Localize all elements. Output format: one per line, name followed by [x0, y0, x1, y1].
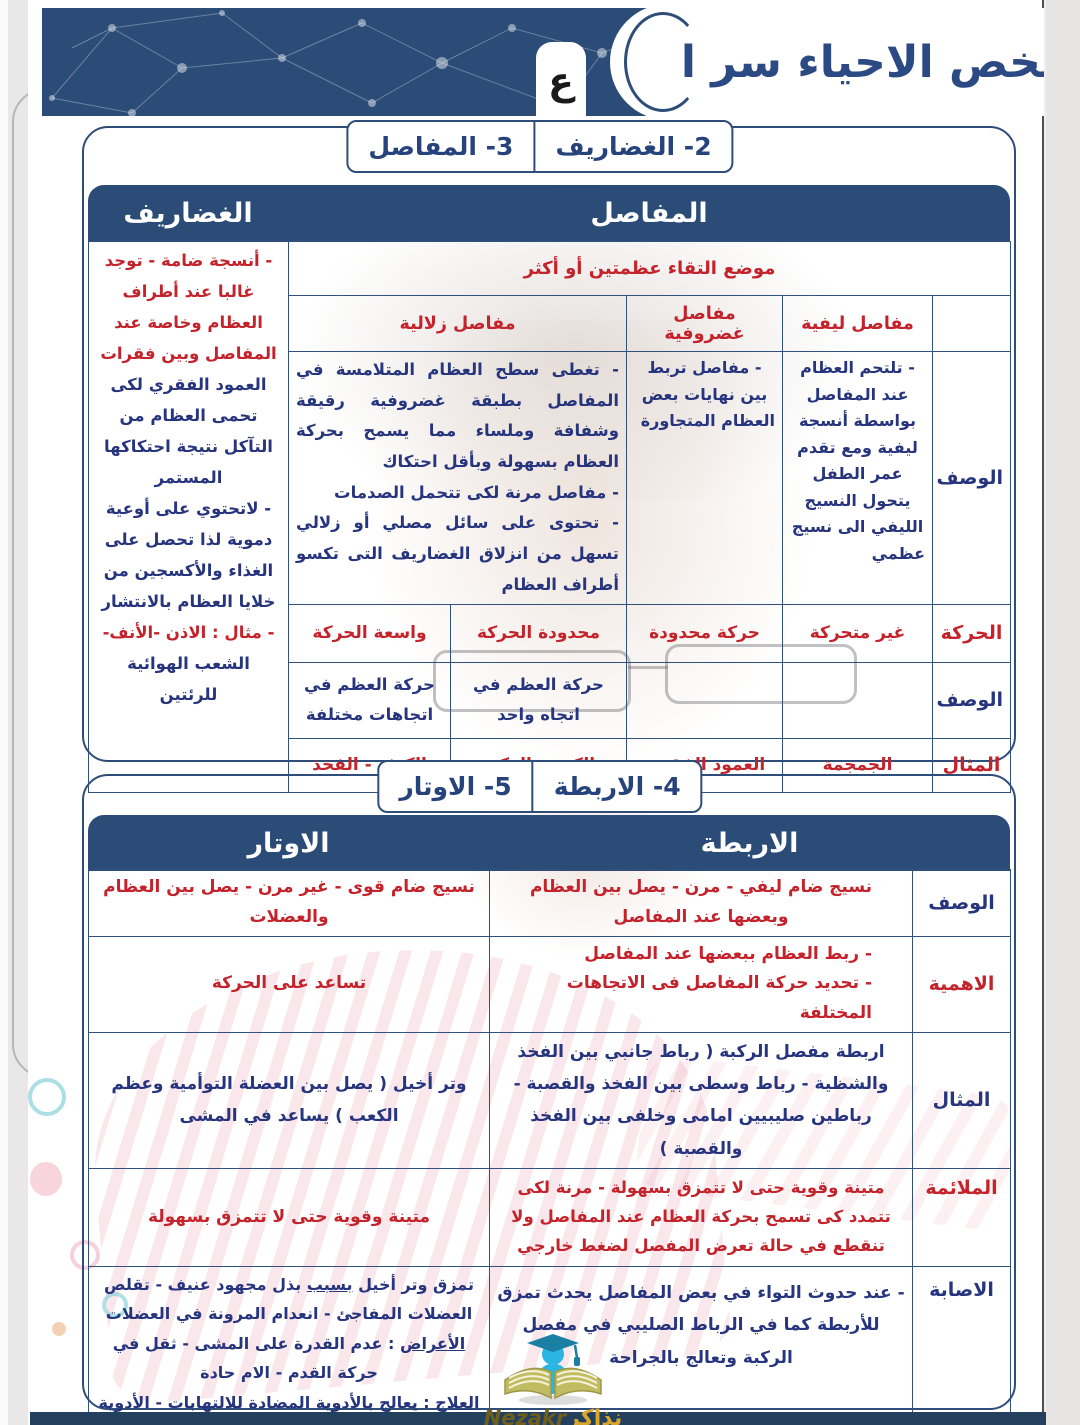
- synovial-wide-movement-cell: واسعة الحركة: [288, 603, 451, 663]
- row-label-injury: الاصابة: [912, 1265, 1011, 1425]
- row-label-movement-description: الوصف: [932, 661, 1011, 739]
- watermark-arabic-name: نذاكر: [567, 1406, 623, 1425]
- row-label-example: المثال: [912, 1031, 1011, 1169]
- graduate-book-logo-icon: [504, 1334, 602, 1405]
- table-row: الوصف نسيج ضام ليفي - مرن - يصل بين العظ…: [88, 869, 1011, 937]
- cartilage-text-navy-1: العمود الفقري لكى تحمى العظام من التآكل …: [104, 375, 273, 488]
- table-row: المثال اربطة مفصل الركبة ( رباط جانبي بي…: [88, 1031, 1011, 1169]
- tendon-injury-underlined-word: بسبب: [306, 1274, 353, 1294]
- ligament-example-cell: اربطة مفصل الركبة ( رباط جانبي بين الفخذ…: [489, 1031, 913, 1169]
- cartilaginous-type-header: مفاصل غضروفية: [626, 295, 783, 352]
- ligaments-tendons-table: الوصف نسيج ضام ليفي - مرن - يصل بين العظ…: [88, 869, 1011, 1425]
- row-label-importance: الاهمية: [912, 935, 1011, 1033]
- row-label-description: الوصف: [912, 869, 1011, 937]
- synovial-limited-movement-desc-cell: حركة العظم في اتجاه واحد: [450, 661, 627, 739]
- fibrous-movement-desc-cell: [782, 661, 933, 739]
- table-row: الملائمة متينة وقوية حتى لا تتمزق بسهولة…: [88, 1167, 1011, 1267]
- cartilage-description-cell: - أنسجة ضامة - توجد غالبا عند أطراف العظ…: [88, 241, 289, 793]
- tendon-example-cell: وتر أخيل ( يصل بين العضلة التوأمية وعظم …: [88, 1031, 490, 1169]
- tendon-injury-text: بذل مجهود عنيف - تقلص العضلات المفاجئ - …: [104, 1274, 473, 1324]
- table-row: موضع التقاء عظمتين أو أكثر - أنسجة ضامة …: [88, 241, 1011, 793]
- cartilage-column-header: الغضاريف: [123, 197, 253, 229]
- tendons-column-header: الاوتار: [247, 827, 330, 859]
- badge-cartilage-label: 2- الغضاريف: [555, 132, 712, 161]
- cartilaginous-movement-desc-cell: [626, 661, 783, 739]
- tendon-fitness-cell: متينة وقوية حتى لا تتمزق بسهولة: [88, 1167, 490, 1267]
- table2-header-band: الاوتار الاربطة: [88, 815, 1010, 871]
- tendon-injury-text: تمزق وتر أخيل: [352, 1274, 474, 1294]
- ligament-importance-line: - ربط العظام ببعضها عند المفاصل: [584, 943, 872, 964]
- fibrous-description-cell: - تلتحم العظام عند المفاصل بواسطة أنسجة …: [782, 351, 933, 605]
- joints-column-header: المفاصل: [590, 197, 708, 229]
- watermark-latin-name: Nezakr: [483, 1406, 567, 1425]
- ligament-importance-line: - تحديد حركة المفاصل فى الاتجاهات المختل…: [566, 973, 872, 1023]
- ligament-fitness-cell: متينة وقوية حتى لا تتمزق بسهولة - مرنة ل…: [489, 1167, 913, 1267]
- symptoms-underlined-word: الأعراض: [399, 1333, 466, 1353]
- row-label-fitness: الملائمة: [912, 1167, 1011, 1267]
- cartilaginous-movement-cell: حركة محدودة: [626, 603, 783, 663]
- scan-left-sliver: [0, 0, 8, 1425]
- ligaments-column-header: الاربطة: [700, 827, 799, 859]
- tendon-injury-cell: تمزق وتر أخيل بسبب بذل مجهود عنيف - تقلص…: [88, 1265, 490, 1425]
- corner-letter-badge: ع: [536, 42, 586, 120]
- badge-ligaments-label: 4- الاربطة: [553, 772, 681, 801]
- fibrous-movement-cell: غير متحركة: [782, 603, 933, 663]
- title-arc-decoration: [624, 12, 702, 112]
- tendon-injury-symptoms-line: الأعراض : عدم القدرة على المشى - ثقل في …: [96, 1329, 482, 1388]
- watermark-text: Nezakr نذاكر: [478, 1406, 628, 1425]
- bottom-navy-bar: [30, 1412, 1046, 1425]
- cartilage-example-red: - مثال : الاذن -الأنف-: [102, 623, 275, 643]
- network-pattern-graphic: [49, 10, 642, 116]
- cartilage-example-navy: الشعب الهوائية للرئتين: [127, 654, 250, 705]
- joints-cartilage-table: موضع التقاء عظمتين أو أكثر - أنسجة ضامة …: [88, 241, 1011, 793]
- ligament-injury-cell: - عند حدوث التواء في بعض المفاصل يحدث تم…: [489, 1265, 913, 1425]
- joints-location-cell: موضع التقاء عظمتين أو أكثر: [288, 241, 1011, 296]
- synovial-description-cell: - تغطى سطح العظام المتلامسة في المفاصل ب…: [288, 351, 627, 605]
- symptoms-text: : عدم القدرة على المشى - ثقل في حركة الق…: [112, 1333, 400, 1383]
- fibrous-example-cell: الجمجمة: [782, 737, 933, 793]
- synovial-desc-line: - تغطى سطح العظام المتلامسة في المفاصل ب…: [296, 360, 619, 472]
- ligament-importance-cell: - ربط العظام ببعضها عند المفاصل - تحديد …: [489, 935, 913, 1033]
- scan-right-margin: [1046, 0, 1080, 1425]
- row-label-description: الوصف: [932, 351, 1011, 605]
- section2-badge: 4- الاربطة 5- الاوتار: [377, 760, 703, 813]
- badge-tendons-label: 5- الاوتار: [379, 762, 534, 811]
- cartilage-text-red-1: - أنسجة ضامة - توجد غالبا عند أطراف العظ…: [100, 251, 277, 364]
- treatment-underlined-word: العلاج: [435, 1392, 480, 1412]
- table-row: الاهمية - ربط العظام ببعضها عند المفاصل …: [88, 935, 1011, 1033]
- table1-header-band: الغضاريف المفاصل: [88, 185, 1010, 241]
- ligament-description-cell: نسيج ضام ليفي - مرن - يصل بين العظام وبع…: [489, 869, 913, 937]
- page-title: ملخص الاحياء سر الحياة: [682, 37, 1044, 88]
- cartilage-text-navy-2: - لاتحتوي على أوعية دموية لذا تحصل على ا…: [101, 499, 276, 612]
- synovial-desc-line: - مفاصل مرنة لكى تتحمل الصدمات: [334, 482, 619, 502]
- fibrous-type-header: مفاصل ليفية: [782, 295, 933, 352]
- synovial-desc-line: - تحتوى على سائل مصلي أو زلالي تسهل من ا…: [296, 513, 619, 594]
- cartilaginous-description-cell: - مفاصل تربط بين نهايات بعض العظام المتج…: [626, 351, 783, 605]
- synovial-wide-movement-desc-cell: حركة العظم في اتجاهات مختلفة: [288, 661, 451, 739]
- section1-badge: 2- الغضاريف 3- المفاصل: [346, 120, 734, 173]
- tendon-importance-cell: تساعد على الحركة: [88, 935, 490, 1033]
- badge-joints-label: 3- المفاصل: [348, 122, 536, 171]
- empty-label-cell: [932, 295, 1011, 352]
- synovial-type-header: مفاصل زلالية: [288, 295, 627, 352]
- row-label-movement: الحركة: [932, 603, 1011, 663]
- synovial-limited-movement-cell: محدودة الحركة: [450, 603, 627, 663]
- cartilage-example-line: - مثال : الاذن -الأنف- الشعب الهوائية لل…: [96, 617, 281, 710]
- watermark: Nezakr نذاكر: [478, 1328, 628, 1425]
- table-row: الاصابة - عند حدوث التواء في بعض المفاصل…: [88, 1265, 1011, 1425]
- row-label-example: المثال: [932, 737, 1011, 793]
- tendon-description-cell: نسيج ضام قوى - غير مرن - يصل بين العظام …: [88, 869, 490, 937]
